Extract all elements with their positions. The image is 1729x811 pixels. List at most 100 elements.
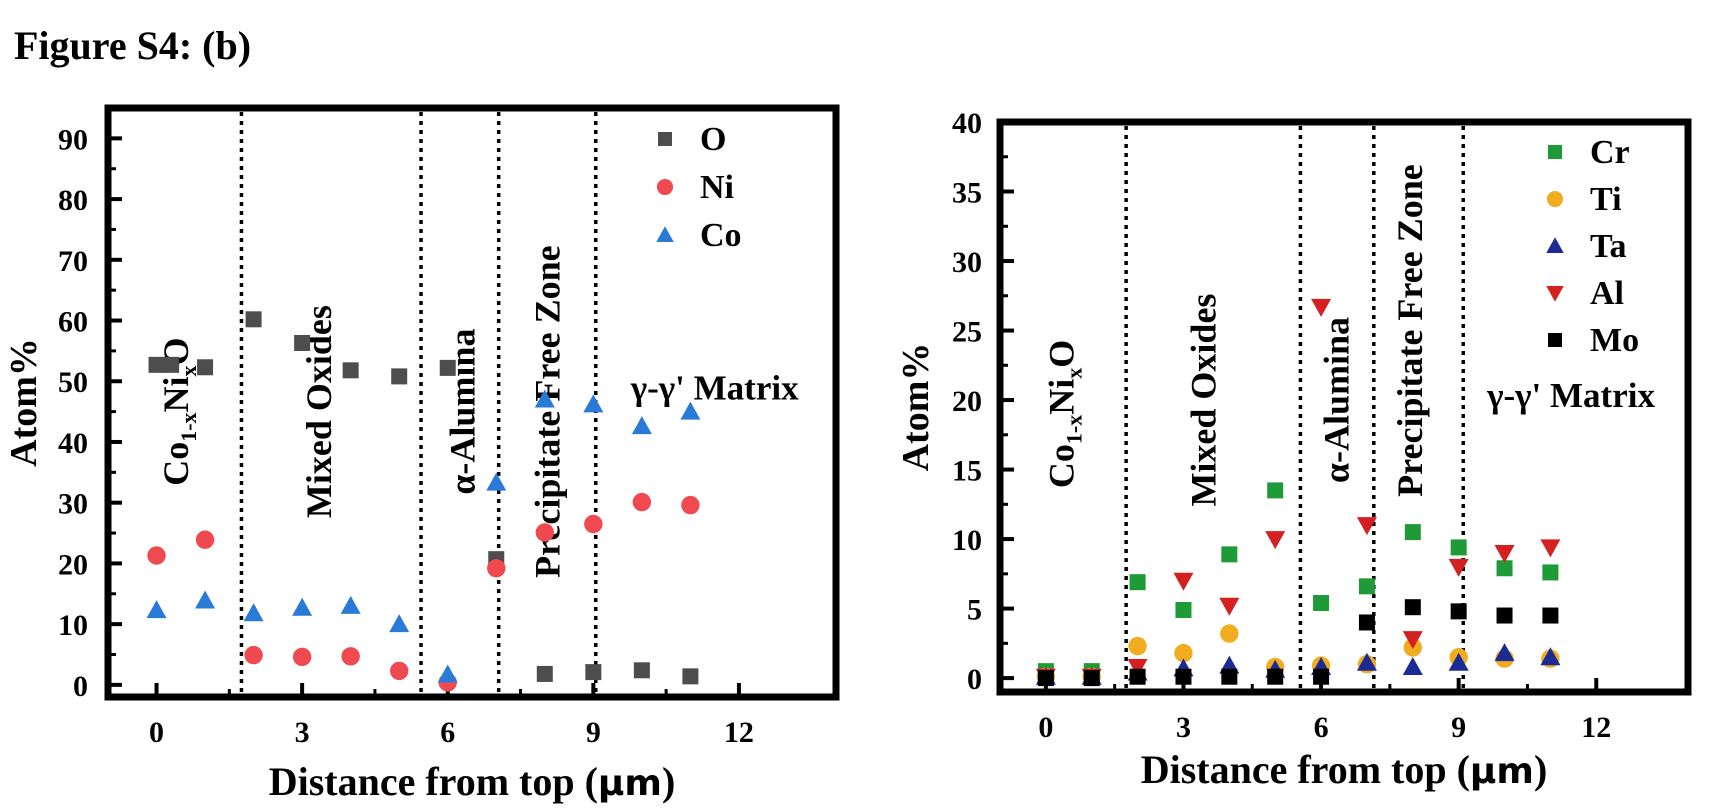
data-point-o <box>633 662 650 679</box>
y-tick-label: 70 <box>58 245 88 278</box>
x-tick-label: 0 <box>149 716 164 749</box>
region-label: Precipitate Free Zone <box>1390 164 1430 497</box>
data-point-co <box>437 664 458 683</box>
data-point-al <box>1173 572 1194 591</box>
region-label: α-Alumina <box>442 329 482 495</box>
data-point-al <box>1127 658 1148 677</box>
y-tick-label: 10 <box>58 609 88 642</box>
legend-label-al: Al <box>1590 275 1624 312</box>
data-point-cr <box>1542 564 1559 581</box>
legend-label-cr: Cr <box>1590 134 1630 171</box>
data-point-ta <box>1356 652 1377 671</box>
data-point-cr <box>1450 539 1467 556</box>
data-point-ni <box>632 492 652 512</box>
legend-label-ti: Ti <box>1590 181 1622 218</box>
x-tick-label: 3 <box>1176 711 1191 744</box>
series-ti <box>1036 624 1560 686</box>
series-al <box>1035 298 1561 687</box>
data-point-ta <box>1402 656 1423 675</box>
data-point-ni <box>341 647 360 666</box>
data-point-al <box>1356 517 1377 536</box>
series-ta <box>1035 643 1561 685</box>
x-tick-label: 12 <box>1581 711 1611 744</box>
data-point-o <box>163 356 180 373</box>
y-tick-label: 40 <box>58 427 88 460</box>
data-point-co <box>389 614 410 633</box>
y-tick-label: 80 <box>58 184 88 217</box>
chart-panel-2: 0 5 10 15 20 25 30 35 40 0 3 6 9 12 Distance from top … <box>895 107 1692 792</box>
data-point-cr <box>1358 578 1375 595</box>
data-point-cr <box>1496 560 1513 577</box>
data-point-co <box>243 603 264 622</box>
data-point-cr <box>1404 524 1421 541</box>
series-co <box>146 389 701 683</box>
legend-label-ta: Ta <box>1590 228 1627 265</box>
data-point-ta <box>1448 652 1469 671</box>
region-label: γ-γ' Matrix <box>630 368 799 407</box>
x-tick-label: 9 <box>586 716 601 749</box>
legend-label-ni: Ni <box>700 169 734 206</box>
y-tick-label: 25 <box>952 316 982 349</box>
y-tick-label: 60 <box>58 306 88 339</box>
data-point-ti <box>1174 643 1193 663</box>
data-point-mo <box>1313 668 1330 685</box>
region-label-co-ni-oxide: Co1-xNixO <box>1041 340 1086 488</box>
data-point-ti <box>1220 624 1239 643</box>
data-point-ni <box>147 546 166 565</box>
legend-marker-ni <box>656 178 674 196</box>
data-point-mo <box>1542 607 1559 624</box>
y-tick-label: 20 <box>58 548 88 581</box>
legend-marker-mo <box>1548 333 1562 347</box>
data-point-mo <box>1083 670 1100 687</box>
region-label: α-Alumina <box>1317 317 1357 483</box>
data-point-co <box>195 590 216 609</box>
y-tick-label: 40 <box>952 107 982 140</box>
plot-frame <box>104 104 840 701</box>
data-point-co <box>292 597 313 616</box>
series-o <box>148 311 699 685</box>
y-tick-label: 0 <box>73 670 88 703</box>
legend-label-co: Co <box>700 217 742 254</box>
y-tick-label: 15 <box>952 455 982 488</box>
data-point-ta <box>1540 647 1561 666</box>
data-point-mo <box>1450 603 1467 620</box>
chart-panel-1: 0 10 20 30 40 50 60 70 80 90 0 3 6 9 12 Distance from t… <box>3 104 840 804</box>
data-point-mo <box>1221 668 1238 685</box>
data-point-o <box>536 665 553 682</box>
legend-marker-ta <box>1546 237 1564 253</box>
data-point-al <box>1219 597 1240 616</box>
legend-marker-al <box>1546 286 1564 302</box>
data-point-cr <box>1267 482 1284 499</box>
data-point-ta <box>1494 643 1515 662</box>
data-point-co <box>486 472 507 491</box>
y-tick-label: 10 <box>952 524 982 557</box>
y-axis-label: Atom% <box>895 343 937 472</box>
data-point-ti <box>1128 636 1147 656</box>
y-tick-label: 35 <box>952 177 982 210</box>
data-point-al <box>1402 631 1423 650</box>
series-ni <box>147 492 700 692</box>
data-point-al <box>1494 544 1515 563</box>
legend-marker-o <box>658 132 672 146</box>
legend-marker-co <box>656 226 674 242</box>
y-tick-label: 30 <box>952 246 982 279</box>
data-point-ni <box>487 559 506 578</box>
data-point-mo <box>1358 614 1375 631</box>
data-point-o <box>439 359 456 376</box>
data-point-o <box>342 362 359 379</box>
region-label: Precipitate Free Zone <box>527 245 567 578</box>
data-point-al <box>1311 298 1332 317</box>
data-point-mo <box>1404 599 1421 616</box>
data-point-ni <box>681 495 700 515</box>
legend-label-o: O <box>700 121 726 158</box>
data-point-co <box>631 416 652 435</box>
data-point-ni <box>390 661 409 681</box>
data-point-mo <box>1037 670 1054 687</box>
y-tick-label: 30 <box>58 488 88 521</box>
y-tick-label: 20 <box>952 385 982 418</box>
data-point-al <box>1265 531 1286 550</box>
data-point-o <box>585 664 602 681</box>
data-point-o <box>245 311 262 328</box>
legend-marker-ti <box>1546 190 1564 208</box>
